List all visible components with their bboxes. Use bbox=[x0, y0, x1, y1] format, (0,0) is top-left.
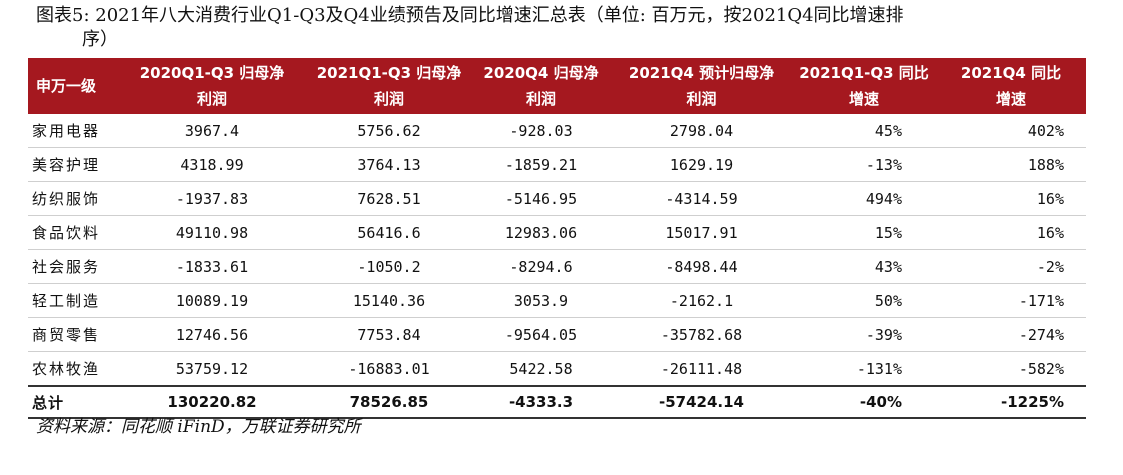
table-row: 家用电器 3967.4 5756.62 -928.03 2798.04 45% … bbox=[28, 114, 1086, 148]
cell-2021q4-forecast-profit: -2162.1 bbox=[611, 283, 792, 318]
cell-2021q1q3-profit: 7628.51 bbox=[307, 181, 471, 216]
cell-2020q1q3-profit: -1833.61 bbox=[117, 249, 307, 284]
cell-2021q4-yoy: 16% bbox=[936, 181, 1086, 216]
cell-2021q1q3-profit: 7753.84 bbox=[307, 317, 471, 352]
cell-2020q4-profit: -5146.95 bbox=[471, 181, 611, 216]
header-2021q1q3-profit: 2021Q1-Q3 归母净 利润 bbox=[307, 58, 471, 114]
cell-2020q4-profit: 3053.9 bbox=[471, 283, 611, 318]
cell-2021q1q3-yoy: -13% bbox=[792, 147, 936, 182]
header-industry-label: 申万一级 bbox=[36, 77, 97, 95]
cell-2021q1q3-yoy: -131% bbox=[792, 351, 936, 387]
cell-2020q1q3-profit: 3967.4 bbox=[117, 114, 307, 148]
cell-2021q1q3-profit: 3764.13 bbox=[307, 147, 471, 182]
cell-2021q4-yoy: 16% bbox=[936, 215, 1086, 250]
header-2021q1q3-yoy-line2: 增速 bbox=[848, 90, 879, 108]
cell-2021q4-forecast-profit: -4314.59 bbox=[611, 181, 792, 216]
industry-name: 食品饮料 bbox=[28, 215, 117, 250]
cell-2021q4-forecast-profit: -8498.44 bbox=[611, 249, 792, 284]
cell-2020q4-profit: 5422.58 bbox=[471, 351, 611, 387]
table-row: 商贸零售 12746.56 7753.84 -9564.05 -35782.68… bbox=[28, 317, 1086, 352]
cell-2021q4-forecast-profit: 15017.91 bbox=[611, 215, 792, 250]
cell-2020q1q3-profit: -1937.83 bbox=[117, 181, 307, 216]
cell-2020q4-profit: 12983.06 bbox=[471, 215, 611, 250]
cell-2021q1q3-profit: -16883.01 bbox=[307, 351, 471, 387]
figure-title: 图表5: 2021年八大消费行业Q1-Q3及Q4业绩预告及同比增速汇总表（单位:… bbox=[36, 4, 1086, 52]
cell-2021q4-forecast-profit: 2798.04 bbox=[611, 114, 792, 148]
cell-2020q1q3-profit: 53759.12 bbox=[117, 351, 307, 387]
header-2020q4-profit-line2: 利润 bbox=[525, 90, 556, 108]
table-row: 农林牧渔 53759.12 -16883.01 5422.58 -26111.4… bbox=[28, 351, 1086, 387]
cell-2021q1q3-yoy: 494% bbox=[792, 181, 936, 216]
industry-name: 商贸零售 bbox=[28, 317, 117, 352]
summary-table-wrapper: 申万一级 2020Q1-Q3 归母净 利润 2021Q1-Q3 归母净 利润 202… bbox=[28, 58, 1086, 419]
cell-2020q4-profit: -1859.21 bbox=[471, 147, 611, 182]
cell-2021q1q3-yoy: -39% bbox=[792, 317, 936, 352]
total-2020q4-profit: -4333.3 bbox=[471, 385, 611, 419]
cell-2020q1q3-profit: 10089.19 bbox=[117, 283, 307, 318]
cell-2021q1q3-profit: 56416.6 bbox=[307, 215, 471, 250]
header-2021q1q3-yoy-line1: 2021Q1-Q3 同比 bbox=[799, 64, 929, 82]
source-note: 资料来源：同花顺 iFinD，万联证券研究所 bbox=[36, 417, 361, 437]
cell-2021q4-forecast-profit: -35782.68 bbox=[611, 317, 792, 352]
figure-title-line2: 序） bbox=[82, 29, 118, 50]
cell-2020q1q3-profit: 49110.98 bbox=[117, 215, 307, 250]
header-industry: 申万一级 bbox=[28, 58, 117, 114]
total-2021q4-forecast-profit: -57424.14 bbox=[611, 385, 792, 419]
cell-2021q1q3-yoy: 43% bbox=[792, 249, 936, 284]
header-2020q1q3-profit-line2: 利润 bbox=[196, 90, 227, 108]
header-2021q4-yoy: 2021Q4 同比 增速 bbox=[936, 58, 1086, 114]
industry-name: 美容护理 bbox=[28, 147, 117, 182]
header-2021q1q3-profit-line2: 利润 bbox=[373, 90, 404, 108]
cell-2021q1q3-yoy: 15% bbox=[792, 215, 936, 250]
header-2021q4-yoy-line2: 增速 bbox=[995, 90, 1026, 108]
cell-2021q1q3-yoy: 50% bbox=[792, 283, 936, 318]
cell-2020q4-profit: -928.03 bbox=[471, 114, 611, 148]
header-2020q1q3-profit: 2020Q1-Q3 归母净 利润 bbox=[117, 58, 307, 114]
cell-2021q4-yoy: -582% bbox=[936, 351, 1086, 387]
header-2020q4-profit-line1: 2020Q4 归母净 bbox=[483, 64, 599, 82]
total-2021q1q3-profit: 78526.85 bbox=[307, 385, 471, 419]
industry-name: 家用电器 bbox=[28, 114, 117, 148]
cell-2021q4-yoy: -274% bbox=[936, 317, 1086, 352]
header-2021q4-yoy-line1: 2021Q4 同比 bbox=[960, 64, 1062, 82]
cell-2021q4-yoy: 402% bbox=[936, 114, 1086, 148]
figure-title-line1: 图表5: 2021年八大消费行业Q1-Q3及Q4业绩预告及同比增速汇总表（单位:… bbox=[36, 5, 904, 26]
table-row: 轻工制造 10089.19 15140.36 3053.9 -2162.1 50… bbox=[28, 283, 1086, 318]
header-2021q4-forecast-profit: 2021Q4 预计归母净 利润 bbox=[611, 58, 792, 114]
cell-2021q1q3-profit: -1050.2 bbox=[307, 249, 471, 284]
total-row: 总计 130220.82 78526.85 -4333.3 -57424.14 … bbox=[28, 385, 1086, 419]
total-label: 总计 bbox=[28, 385, 117, 419]
cell-2021q4-yoy: 188% bbox=[936, 147, 1086, 182]
total-2020q1q3-profit: 130220.82 bbox=[117, 385, 307, 419]
cell-2021q4-forecast-profit: -26111.48 bbox=[611, 351, 792, 387]
cell-2021q1q3-profit: 15140.36 bbox=[307, 283, 471, 318]
header-2021q4-forecast-profit-line1: 2021Q4 预计归母净 bbox=[628, 64, 775, 82]
table-row: 纺织服饰 -1937.83 7628.51 -5146.95 -4314.59 … bbox=[28, 181, 1086, 216]
header-2020q1q3-profit-line1: 2020Q1-Q3 归母净 bbox=[139, 64, 285, 82]
cell-2021q4-forecast-profit: 1629.19 bbox=[611, 147, 792, 182]
cell-2020q4-profit: -9564.05 bbox=[471, 317, 611, 352]
table-row: 食品饮料 49110.98 56416.6 12983.06 15017.91 … bbox=[28, 215, 1086, 250]
industry-name: 社会服务 bbox=[28, 249, 117, 284]
cell-2021q4-yoy: -2% bbox=[936, 249, 1086, 284]
header-2021q1q3-profit-line1: 2021Q1-Q3 归母净 bbox=[316, 64, 462, 82]
cell-2021q1q3-profit: 5756.62 bbox=[307, 114, 471, 148]
cell-2020q4-profit: -8294.6 bbox=[471, 249, 611, 284]
cell-2020q1q3-profit: 12746.56 bbox=[117, 317, 307, 352]
table-row: 美容护理 4318.99 3764.13 -1859.21 1629.19 -1… bbox=[28, 147, 1086, 182]
industry-name: 农林牧渔 bbox=[28, 351, 117, 387]
header-2021q4-forecast-profit-line2: 利润 bbox=[686, 90, 717, 108]
cell-2021q4-yoy: -171% bbox=[936, 283, 1086, 318]
industry-name: 纺织服饰 bbox=[28, 181, 117, 216]
table-header-row: 申万一级 2020Q1-Q3 归母净 利润 2021Q1-Q3 归母净 利润 202… bbox=[28, 58, 1086, 114]
summary-table: 申万一级 2020Q1-Q3 归母净 利润 2021Q1-Q3 归母净 利润 202… bbox=[28, 58, 1086, 419]
cell-2020q1q3-profit: 4318.99 bbox=[117, 147, 307, 182]
industry-name: 轻工制造 bbox=[28, 283, 117, 318]
header-2020q4-profit: 2020Q4 归母净 利润 bbox=[471, 58, 611, 114]
header-2021q1q3-yoy: 2021Q1-Q3 同比 增速 bbox=[792, 58, 936, 114]
total-2021q4-yoy: -1225% bbox=[936, 385, 1086, 419]
table-row: 社会服务 -1833.61 -1050.2 -8294.6 -8498.44 4… bbox=[28, 249, 1086, 284]
cell-2021q1q3-yoy: 45% bbox=[792, 114, 936, 148]
total-2021q1q3-yoy: -40% bbox=[792, 385, 936, 419]
